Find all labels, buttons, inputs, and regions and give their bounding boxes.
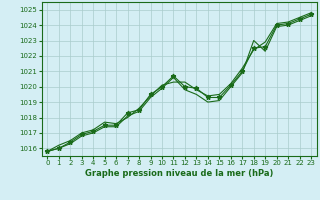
X-axis label: Graphe pression niveau de la mer (hPa): Graphe pression niveau de la mer (hPa)	[85, 169, 273, 178]
